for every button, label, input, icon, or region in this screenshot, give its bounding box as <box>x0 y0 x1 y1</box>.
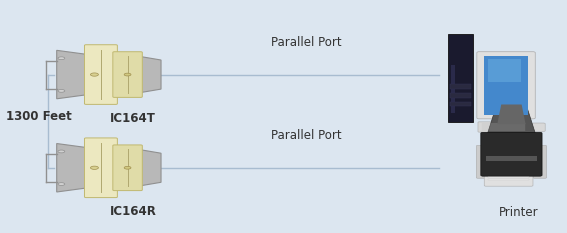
FancyBboxPatch shape <box>84 45 117 104</box>
Circle shape <box>58 57 65 60</box>
Text: Parallel Port: Parallel Port <box>271 129 341 142</box>
Circle shape <box>124 166 131 169</box>
FancyBboxPatch shape <box>484 56 528 115</box>
Polygon shape <box>497 104 526 124</box>
Polygon shape <box>57 50 88 99</box>
Text: Printer: Printer <box>499 206 539 219</box>
FancyBboxPatch shape <box>478 122 529 132</box>
Text: IC164T: IC164T <box>111 112 156 125</box>
Bar <box>488 179 529 180</box>
Polygon shape <box>488 103 535 133</box>
FancyBboxPatch shape <box>532 123 545 131</box>
FancyBboxPatch shape <box>533 145 547 178</box>
FancyBboxPatch shape <box>113 52 142 97</box>
FancyBboxPatch shape <box>84 138 117 198</box>
Text: Parallel Port: Parallel Port <box>271 36 341 49</box>
Circle shape <box>91 73 99 76</box>
Polygon shape <box>57 144 88 192</box>
FancyBboxPatch shape <box>477 52 535 119</box>
FancyBboxPatch shape <box>476 145 490 178</box>
Bar <box>486 155 537 161</box>
Bar <box>488 177 529 178</box>
FancyBboxPatch shape <box>448 34 473 122</box>
FancyBboxPatch shape <box>113 145 142 191</box>
Circle shape <box>124 73 131 76</box>
FancyBboxPatch shape <box>450 84 471 89</box>
FancyBboxPatch shape <box>450 93 471 98</box>
Polygon shape <box>139 150 161 186</box>
Text: IC164R: IC164R <box>110 205 156 218</box>
Circle shape <box>91 166 99 169</box>
Polygon shape <box>139 56 161 93</box>
Circle shape <box>58 89 65 92</box>
FancyBboxPatch shape <box>484 172 533 186</box>
Text: 1300 Feet: 1300 Feet <box>6 110 71 123</box>
FancyBboxPatch shape <box>451 65 455 113</box>
Circle shape <box>58 150 65 153</box>
Circle shape <box>58 183 65 185</box>
FancyBboxPatch shape <box>481 132 542 176</box>
FancyBboxPatch shape <box>450 102 471 106</box>
FancyBboxPatch shape <box>488 59 521 82</box>
